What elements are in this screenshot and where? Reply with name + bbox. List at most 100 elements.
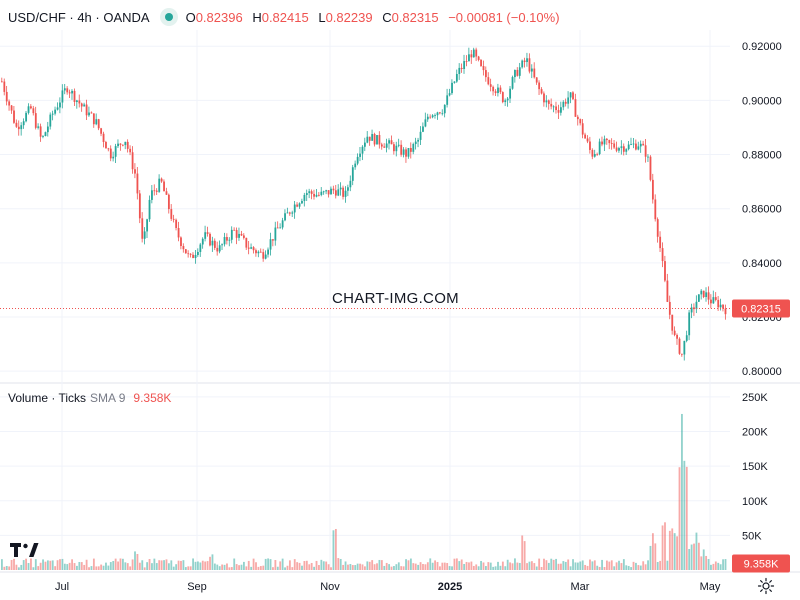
volume-bar bbox=[482, 562, 485, 570]
candle-body bbox=[550, 103, 553, 107]
candle-body bbox=[100, 128, 103, 134]
volume-bar bbox=[218, 566, 221, 570]
candle-body bbox=[724, 308, 727, 315]
candle-body bbox=[533, 68, 536, 78]
volume-bar bbox=[468, 562, 470, 570]
candle-body bbox=[613, 143, 616, 148]
volume-bar bbox=[100, 564, 103, 570]
watermark: CHART-IMG.COM bbox=[332, 290, 459, 307]
candle-body bbox=[342, 187, 345, 197]
volume-bar bbox=[581, 560, 584, 570]
candle-body bbox=[664, 261, 666, 281]
high-label: H bbox=[252, 9, 262, 25]
candle-body bbox=[262, 252, 265, 259]
volume-bar bbox=[668, 530, 671, 570]
volume-bar bbox=[284, 567, 286, 570]
eye-icon[interactable] bbox=[159, 8, 178, 26]
volume-bar bbox=[83, 564, 86, 570]
candle-body bbox=[683, 340, 686, 355]
last-volume-label: 9.358K bbox=[744, 559, 780, 571]
volume-bar bbox=[177, 560, 180, 570]
volume-bar bbox=[255, 562, 257, 570]
volume-tick-label: 250K bbox=[742, 392, 768, 404]
volume-bar bbox=[637, 565, 640, 570]
volume-bar bbox=[719, 564, 722, 570]
candle-body bbox=[475, 49, 478, 57]
candle-body bbox=[373, 134, 376, 145]
volume-title[interactable]: Volume · Ticks bbox=[8, 391, 87, 405]
volume-bar bbox=[332, 530, 335, 570]
volume-bar bbox=[540, 566, 543, 570]
candle-body bbox=[487, 77, 490, 85]
price-tick-label: 0.90000 bbox=[742, 95, 782, 107]
volume-bar bbox=[68, 562, 71, 570]
candle-body bbox=[226, 237, 228, 241]
volume-bar bbox=[25, 558, 28, 570]
candle-body bbox=[276, 227, 279, 229]
volume-bar bbox=[441, 562, 444, 570]
candle-body bbox=[95, 119, 98, 125]
volume-bar bbox=[124, 562, 127, 570]
volume-bar bbox=[722, 559, 724, 570]
candle-body bbox=[281, 220, 284, 228]
volume-bar bbox=[315, 560, 318, 570]
volume-bar bbox=[230, 567, 233, 570]
candle-body bbox=[10, 105, 13, 111]
volume-bar bbox=[187, 566, 190, 570]
candle-body bbox=[361, 146, 364, 154]
volume-bar bbox=[88, 567, 90, 570]
volume-bar bbox=[603, 567, 606, 570]
volume-bar bbox=[163, 560, 165, 570]
symbol-title[interactable]: USD/CHF · 4h · OANDA bbox=[8, 9, 150, 25]
gear-icon[interactable] bbox=[757, 577, 775, 595]
candle-body bbox=[315, 194, 318, 197]
volume-bar bbox=[635, 562, 637, 570]
volume-bar bbox=[685, 466, 688, 570]
volume-bar bbox=[194, 561, 197, 570]
volume-bar bbox=[8, 566, 11, 570]
candle-body bbox=[673, 330, 676, 335]
candle-body bbox=[194, 254, 197, 259]
candle-body bbox=[647, 156, 649, 158]
volume-bar bbox=[499, 565, 502, 570]
volume-bar bbox=[378, 559, 381, 570]
volume-bar bbox=[226, 563, 228, 570]
volume-bar bbox=[702, 549, 705, 570]
volume-bar bbox=[523, 541, 526, 570]
volume-bar bbox=[63, 563, 66, 570]
candle-body bbox=[138, 193, 141, 219]
candle-body bbox=[243, 235, 245, 238]
volume-bar bbox=[598, 566, 601, 570]
volume-bar bbox=[148, 559, 151, 570]
candle-body bbox=[235, 230, 238, 238]
candle-body bbox=[526, 58, 528, 63]
volume-bar bbox=[671, 528, 674, 570]
candle-body bbox=[76, 100, 78, 102]
volume-bar bbox=[17, 567, 20, 570]
volume-bar bbox=[264, 558, 267, 570]
candle-body bbox=[5, 91, 8, 102]
volume-bar bbox=[73, 563, 76, 570]
candle-body bbox=[151, 190, 153, 200]
candle-body bbox=[581, 123, 584, 135]
candle-body bbox=[197, 251, 199, 255]
volume-bar bbox=[678, 467, 681, 570]
volume-bar bbox=[649, 545, 652, 570]
volume-bar bbox=[158, 560, 161, 570]
candle-body bbox=[3, 81, 6, 92]
candle-body bbox=[356, 156, 359, 164]
candle-body bbox=[593, 154, 596, 157]
tradingview-logo-icon[interactable] bbox=[10, 541, 40, 559]
volume-bar bbox=[209, 556, 211, 570]
volume-bar bbox=[393, 566, 395, 570]
candle-body bbox=[105, 141, 107, 149]
volume-bar bbox=[463, 563, 466, 570]
candle-body bbox=[313, 193, 315, 197]
volume-bar bbox=[659, 560, 662, 570]
candle-body bbox=[337, 189, 340, 196]
candle-body bbox=[39, 126, 42, 137]
volume-tick-label: 150K bbox=[742, 461, 768, 473]
volume-bar bbox=[334, 528, 337, 570]
